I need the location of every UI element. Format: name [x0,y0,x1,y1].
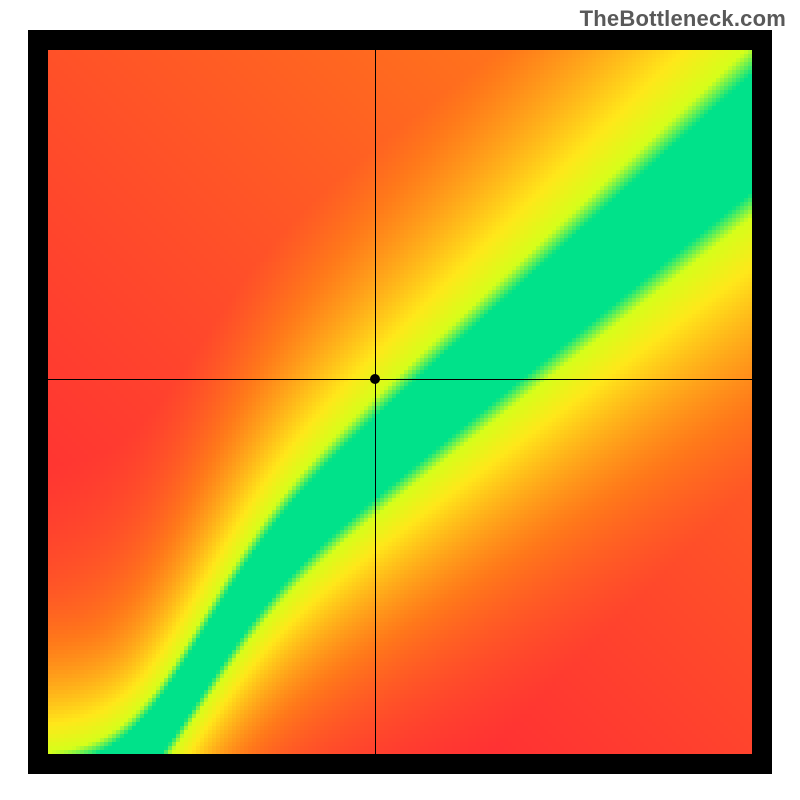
bottleneck-heatmap [28,30,772,774]
watermark-text: TheBottleneck.com [580,6,786,32]
heatmap-canvas [48,50,752,754]
